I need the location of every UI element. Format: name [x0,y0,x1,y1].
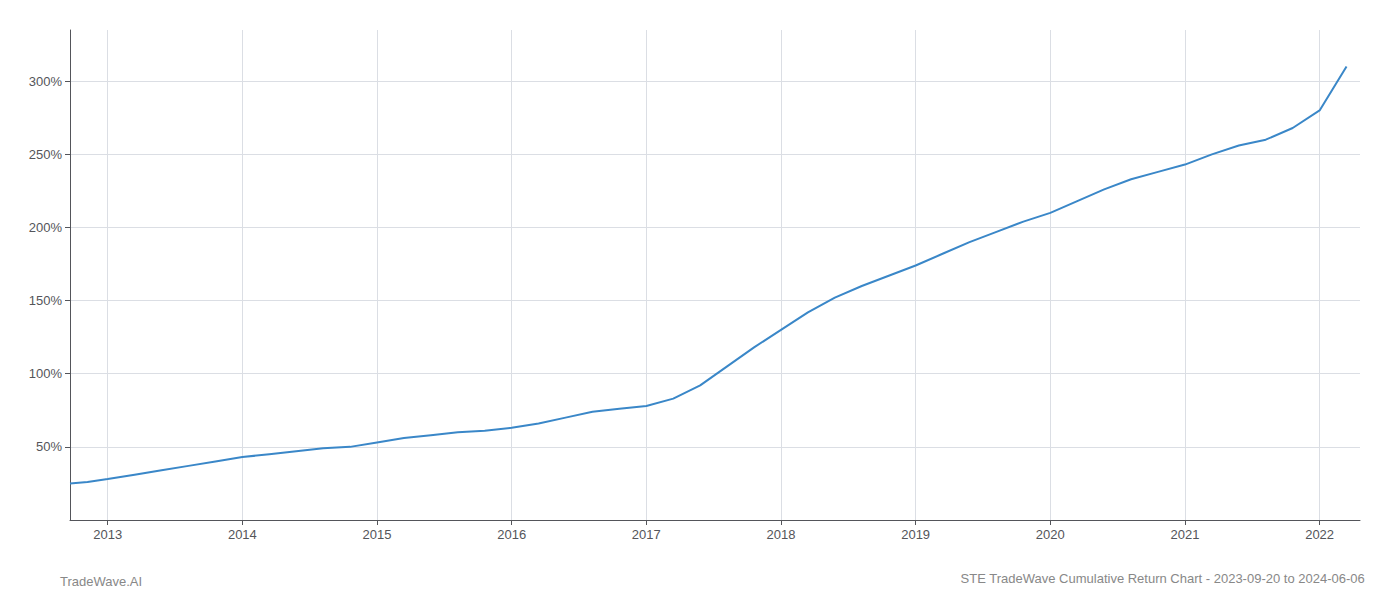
svg-text:STE TradeWave Cumulative Retur: STE TradeWave Cumulative Return Chart - … [961,571,1365,586]
svg-text:TradeWave.AI: TradeWave.AI [60,574,142,589]
svg-text:250%: 250% [29,147,63,162]
svg-text:2020: 2020 [1036,527,1065,542]
svg-text:300%: 300% [29,74,63,89]
svg-text:2015: 2015 [363,527,392,542]
svg-text:100%: 100% [29,366,63,381]
svg-text:2021: 2021 [1170,527,1199,542]
svg-text:150%: 150% [29,293,63,308]
svg-text:50%: 50% [36,439,62,454]
svg-text:2016: 2016 [497,527,526,542]
svg-text:200%: 200% [29,220,63,235]
svg-text:2014: 2014 [228,527,257,542]
svg-text:2019: 2019 [901,527,930,542]
svg-text:2017: 2017 [632,527,661,542]
svg-text:2013: 2013 [93,527,122,542]
svg-text:2018: 2018 [767,527,796,542]
svg-text:2022: 2022 [1305,527,1334,542]
